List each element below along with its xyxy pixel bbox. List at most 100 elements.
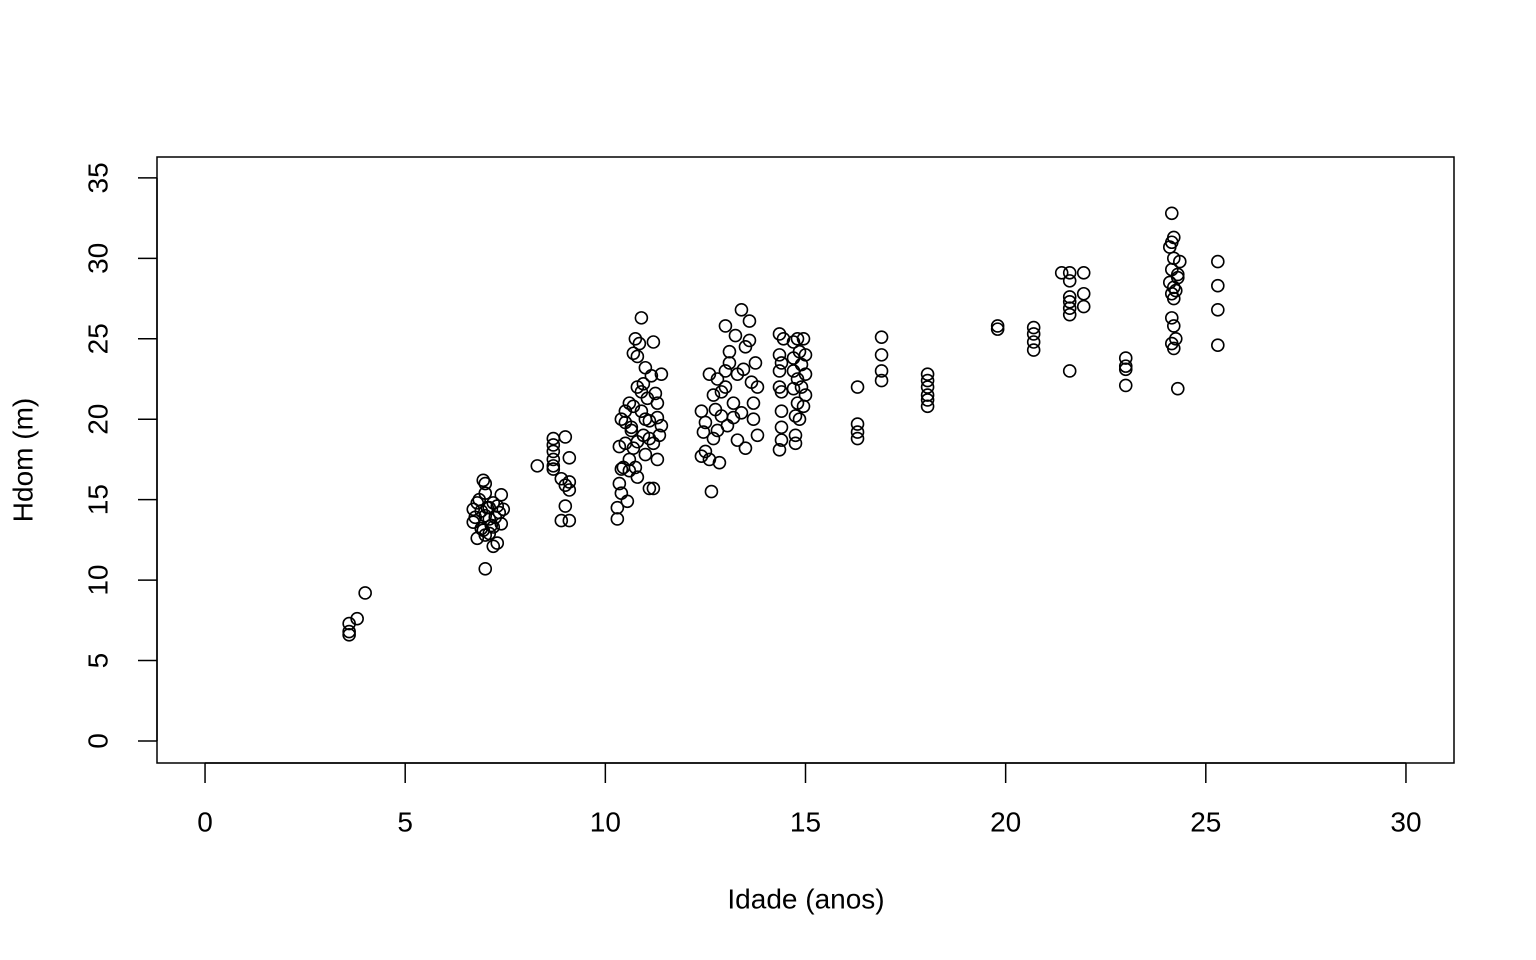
point [798,367,813,381]
point [798,388,813,402]
point [1062,364,1077,378]
point [850,380,865,394]
point [1164,206,1179,221]
point [790,331,805,346]
point [990,322,1005,336]
point [620,494,635,509]
point [1076,266,1091,280]
point [1211,278,1225,293]
point [1076,299,1091,314]
point [642,481,657,496]
point [546,462,561,476]
x-axis-title: Idade (anos) [727,883,884,914]
point [1062,307,1077,322]
point [874,330,889,344]
point [1211,254,1225,269]
point [736,362,751,377]
y-tick-label: 10 [82,565,113,596]
y-axis-title: Hdom (m) [7,398,38,522]
point [1026,327,1041,341]
point [546,444,561,459]
point [636,377,651,391]
point [738,441,753,455]
point [638,447,653,462]
point [772,364,787,378]
point [696,425,711,439]
point [1118,378,1133,393]
point [718,380,733,394]
point [718,319,733,333]
point [742,333,757,348]
point [792,412,807,427]
point [486,539,501,554]
point [774,420,789,435]
point [494,516,509,531]
point [874,348,889,362]
point [642,431,657,446]
plot-box [156,156,1455,764]
point [646,335,661,349]
point [1062,274,1077,288]
point [1170,270,1185,285]
point [490,536,505,550]
point [654,418,669,433]
point [746,412,761,427]
point [728,328,743,343]
point [734,405,749,420]
point [638,412,653,427]
point [712,455,727,470]
point [624,420,639,435]
point [774,385,789,399]
point [562,475,577,489]
point [706,388,721,402]
point [650,452,665,467]
point [626,346,641,361]
point [720,418,735,433]
point [476,473,491,488]
point [698,415,713,430]
point [1170,267,1185,282]
point [470,496,485,510]
point [624,423,639,438]
point [618,404,633,418]
point [920,367,935,381]
y-tick-label: 30 [82,243,113,274]
point [478,508,493,523]
point [704,484,719,499]
point [874,373,889,388]
point [614,462,629,476]
point [634,404,649,418]
point [648,386,663,401]
point [788,428,803,443]
point [774,404,789,418]
point [698,444,713,459]
point [486,520,501,534]
point [1168,283,1183,298]
point [614,412,629,427]
point [920,380,935,394]
point [1164,311,1179,325]
point [478,476,493,491]
point [734,303,749,317]
x-tick-label: 10 [590,806,621,837]
point [496,502,511,517]
point [1166,319,1181,333]
point [710,372,725,386]
point [554,513,569,528]
point [478,486,493,501]
point [750,428,765,443]
point [718,364,733,378]
point [774,356,789,370]
point [850,431,865,446]
point [634,311,649,325]
point [1172,254,1187,269]
point [478,562,493,576]
point [638,360,653,375]
point [1166,291,1181,306]
point [476,523,491,538]
point [612,476,627,491]
point [1026,335,1041,349]
point [1062,294,1077,309]
point [920,393,935,407]
